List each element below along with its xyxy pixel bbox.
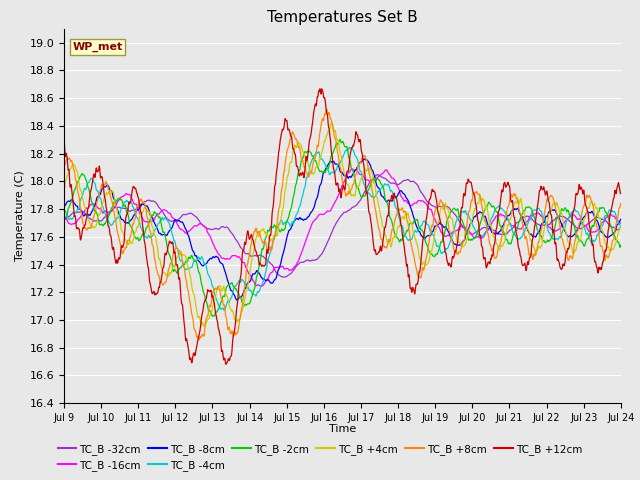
Text: WP_met: WP_met <box>72 42 123 52</box>
X-axis label: Time: Time <box>329 424 356 434</box>
Y-axis label: Temperature (C): Temperature (C) <box>15 170 25 262</box>
Legend: TC_B -32cm, TC_B -16cm, TC_B -8cm, TC_B -4cm, TC_B -2cm, TC_B +4cm, TC_B +8cm, T: TC_B -32cm, TC_B -16cm, TC_B -8cm, TC_B … <box>53 439 587 475</box>
Title: Temperatures Set B: Temperatures Set B <box>267 10 418 25</box>
